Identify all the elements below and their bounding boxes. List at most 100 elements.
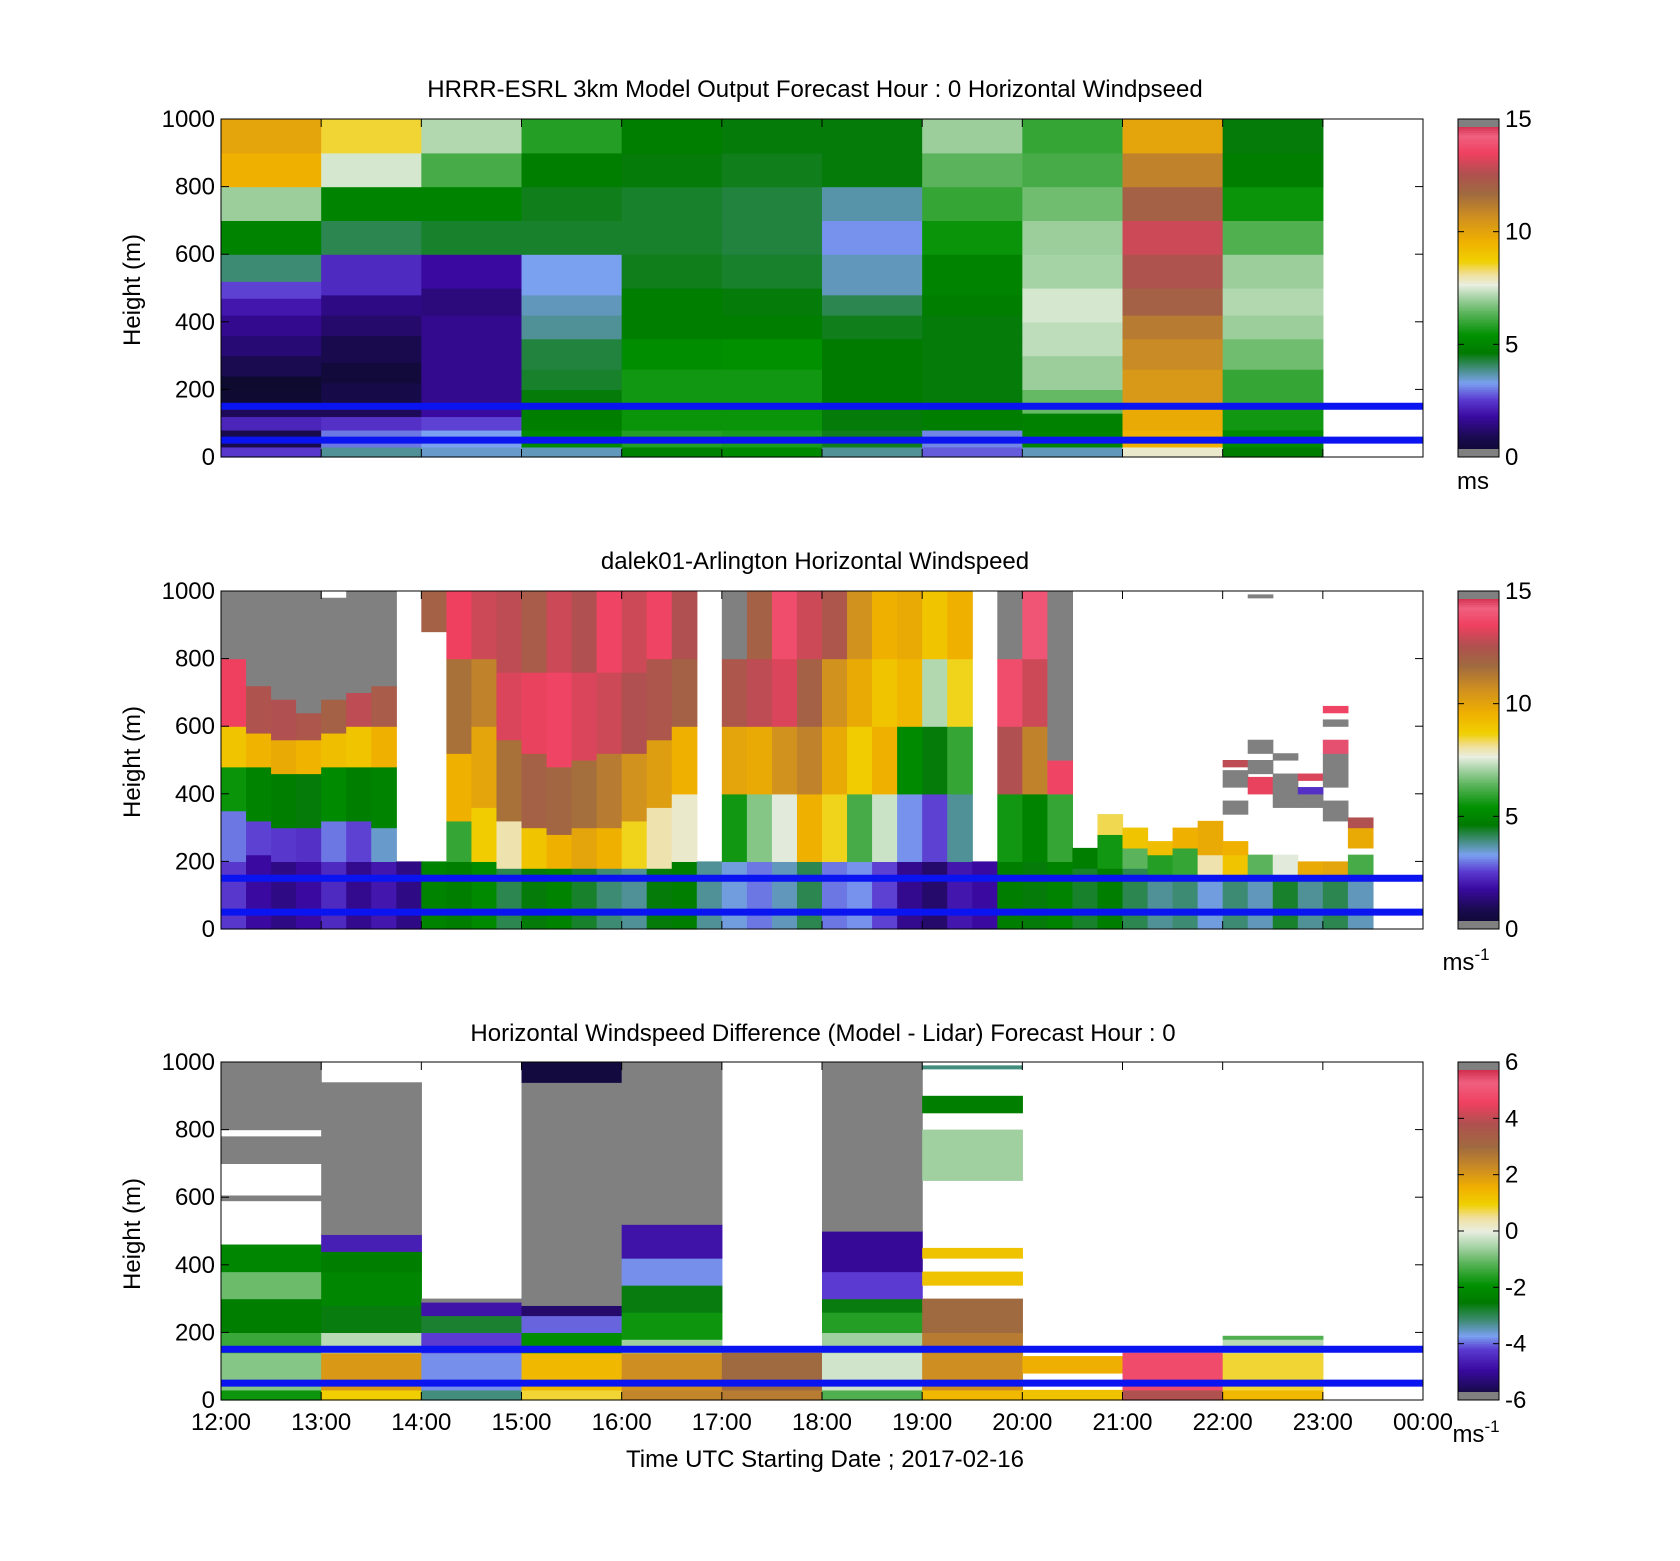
heatmap-cell — [822, 861, 848, 930]
colorbar-segment — [1458, 1278, 1499, 1282]
colorbar-segment — [1458, 276, 1499, 280]
colorbar-segment — [1458, 1267, 1499, 1270]
heatmap-cell — [421, 355, 523, 404]
heatmap-cell — [746, 658, 773, 727]
y-tick-label: 400 — [175, 781, 215, 808]
heatmap-cell — [922, 186, 1023, 221]
heatmap-cell — [1147, 854, 1174, 876]
heatmap-cell — [746, 793, 773, 862]
heatmap-cell — [922, 315, 1023, 340]
heatmap-cell — [221, 1195, 322, 1202]
heatmap-cell — [922, 1389, 1023, 1401]
heatmap-cell — [1122, 315, 1224, 340]
colorbar-segment — [1458, 1158, 1499, 1162]
colorbar-segment — [1458, 818, 1499, 822]
heatmap-cell — [221, 1298, 322, 1333]
difference-reference-lines — [221, 1345, 1423, 1387]
heatmap-cell — [521, 1082, 623, 1306]
colorbar-tick-label: 0 — [1505, 444, 1518, 471]
heatmap-cell — [546, 591, 573, 673]
heatmap-cell — [421, 861, 447, 930]
colorbar-segment — [1458, 1221, 1499, 1225]
heatmap-cell — [671, 793, 698, 862]
heatmap-cell — [321, 315, 422, 336]
colorbar-segment — [1458, 301, 1499, 305]
y-tick-label: 1000 — [162, 106, 215, 133]
colorbar-cap — [1458, 119, 1499, 127]
colorbar-segment — [1458, 233, 1499, 237]
heatmap-cell — [221, 186, 322, 221]
heatmap-cell — [571, 672, 598, 761]
colorbar-segment — [1458, 1152, 1499, 1155]
heatmap-cell — [1022, 220, 1124, 255]
y-tick-label: 0 — [202, 1387, 215, 1414]
colorbar-segment — [1458, 809, 1499, 813]
colorbar-segment — [1458, 229, 1499, 233]
colorbar-segment — [1458, 1341, 1499, 1345]
colorbar-segment — [1458, 1219, 1499, 1223]
colorbar-segment — [1458, 211, 1499, 215]
colorbar-segment — [1458, 202, 1499, 206]
heatmap-cell — [421, 416, 523, 431]
colorbar-segment — [1458, 1140, 1499, 1144]
colorbar-segment — [1458, 1334, 1499, 1338]
x-tick-label: 20:00 — [992, 1409, 1052, 1436]
colorbar-segment — [1458, 278, 1499, 282]
y-tick-label: 400 — [175, 309, 215, 336]
colorbar-segment — [1458, 660, 1499, 664]
heatmap-cell — [1247, 760, 1274, 775]
heatmap-cell — [1047, 760, 1074, 795]
heatmap-cell — [922, 861, 948, 930]
heatmap-cell — [1222, 446, 1324, 458]
colorbar-segment — [1458, 737, 1499, 741]
heatmap-cell — [922, 254, 1023, 296]
heatmap-cell — [872, 861, 898, 930]
colorbar-segment — [1458, 1122, 1499, 1126]
colorbar-segment — [1458, 1226, 1499, 1230]
heatmap-cell — [521, 1062, 623, 1083]
colorbar-segment — [1458, 326, 1499, 330]
heatmap-cell — [521, 827, 548, 869]
colorbar-segment — [1458, 811, 1499, 815]
colorbar-segment — [1458, 175, 1499, 179]
colorbar-segment — [1458, 236, 1499, 239]
colorbar-segment — [1458, 1291, 1499, 1295]
colorbar-segment — [1458, 897, 1499, 901]
colorbar-segment — [1458, 870, 1499, 874]
colorbar-segment — [1458, 852, 1499, 856]
colorbar-segment — [1458, 760, 1499, 763]
colorbar-segment — [1458, 629, 1499, 633]
heatmap-cell — [221, 658, 247, 727]
colorbar-segment — [1458, 321, 1499, 325]
colorbar-segment — [1458, 224, 1499, 228]
colorbar-segment — [1458, 1199, 1499, 1203]
heatmap-cell — [321, 699, 347, 734]
colorbar-segment — [1458, 832, 1499, 835]
heatmap-cell — [721, 186, 823, 221]
heatmap-cell — [771, 793, 798, 862]
heatmap-cell — [1222, 315, 1324, 340]
colorbar-segment — [1458, 888, 1499, 892]
heatmap-cell — [521, 1315, 623, 1333]
colorbar-tick-label: 15 — [1505, 578, 1532, 605]
heatmap-cell — [446, 591, 473, 660]
heatmap-cell — [346, 591, 372, 693]
heatmap-cell — [296, 739, 322, 775]
heatmap-cell — [822, 369, 923, 404]
colorbar-segment — [1458, 274, 1499, 278]
heatmap-cell — [621, 1224, 723, 1259]
colorbar-segment — [1458, 690, 1499, 693]
colorbar-segment — [1458, 636, 1499, 639]
heatmap-cell — [922, 793, 948, 862]
colorbar-segment — [1458, 263, 1499, 266]
heatmap-cell — [221, 1244, 322, 1273]
colorbar-segment — [1458, 247, 1499, 251]
colorbar-tick-label: 5 — [1505, 331, 1518, 358]
heatmap-cell — [1147, 874, 1174, 930]
colorbar-segment — [1458, 1264, 1499, 1268]
heatmap-cell — [246, 766, 272, 822]
colorbar-segment — [1458, 1350, 1499, 1354]
colorbar-segment — [1458, 669, 1499, 673]
heatmap-cell — [296, 591, 322, 714]
colorbar-segment — [1458, 443, 1499, 447]
